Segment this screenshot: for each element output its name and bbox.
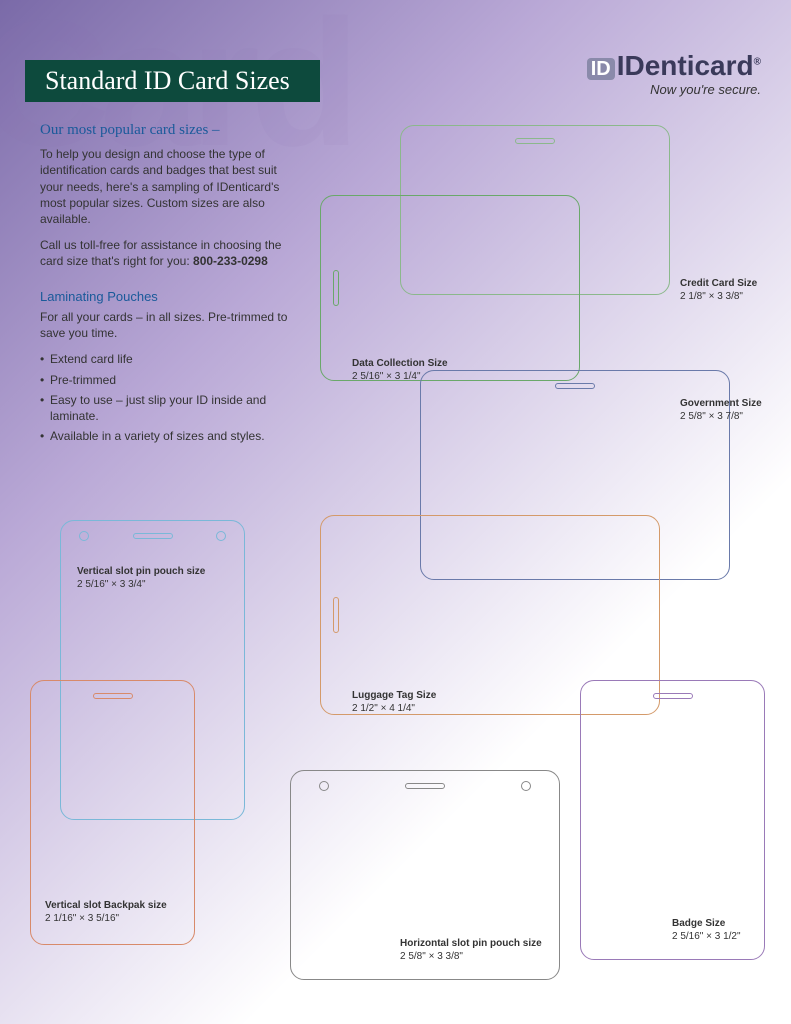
page-title: Standard ID Card Sizes (25, 60, 320, 102)
intro-p2: Call us toll-free for assistance in choo… (40, 237, 300, 269)
logo-id-badge: ID (587, 58, 615, 80)
label-gov: Government Size2 5/8" × 3 7/8" (680, 398, 762, 423)
intro-heading: Our most popular card sizes – (40, 120, 300, 140)
brand-logo: IDIDenticard® Now you're secure. (587, 50, 761, 97)
label-vslot-pin: Vertical slot pin pouch size2 5/16" × 3 … (77, 566, 205, 591)
phone-number: 800-233-0298 (193, 254, 268, 268)
logo-text: IDenticard (617, 50, 754, 81)
intro-subheading: Laminating Pouches (40, 288, 300, 306)
intro-li3: Easy to use – just slip your ID inside a… (40, 392, 300, 424)
label-badge: Badge Size2 5/16" × 3 1/2" (672, 918, 741, 943)
intro-li2: Pre-trimmed (40, 372, 300, 388)
intro-p3: For all your cards – in all sizes. Pre-t… (40, 309, 300, 341)
intro-list: Extend card life Pre-trimmed Easy to use… (40, 351, 300, 444)
card-data (320, 195, 580, 381)
label-hslot-pin: Horizontal slot pin pouch size2 5/8" × 3… (400, 938, 542, 963)
intro-li4: Available in a variety of sizes and styl… (40, 428, 300, 444)
label-credit: Credit Card Size2 1/8" × 3 3/8" (680, 278, 757, 303)
intro-block: Our most popular card sizes – To help yo… (40, 120, 300, 448)
logo-tagline: Now you're secure. (587, 82, 761, 97)
label-data: Data Collection Size2 5/16" × 3 1/4" (352, 358, 448, 383)
label-backpak: Vertical slot Backpak size2 1/16" × 3 5/… (45, 900, 167, 925)
intro-li1: Extend card life (40, 351, 300, 367)
intro-p1: To help you design and choose the type o… (40, 146, 300, 227)
registered-mark: ® (754, 57, 761, 68)
label-luggage: Luggage Tag Size2 1/2" × 4 1/4" (352, 690, 436, 715)
